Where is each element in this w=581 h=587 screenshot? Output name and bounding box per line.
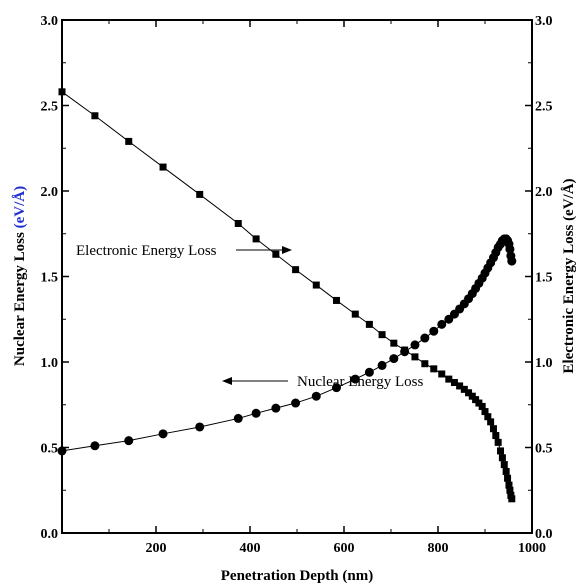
data-point-square <box>484 413 492 421</box>
data-point-circle <box>389 354 399 364</box>
annotation-electronic-arrowhead <box>282 246 292 254</box>
data-point-square <box>234 219 242 227</box>
data-point-square <box>489 425 497 433</box>
data-point-circle <box>505 244 515 254</box>
data-point-circle <box>124 436 134 446</box>
data-point-circle <box>158 429 168 439</box>
data-point-square <box>494 438 502 446</box>
x-tick-label: 200 <box>146 541 167 556</box>
data-point-circle <box>251 408 261 418</box>
data-point-circle <box>507 256 517 266</box>
annotation-nuclear-label: Nuclear Energy Loss <box>297 374 424 390</box>
data-point-square <box>332 296 340 304</box>
y-right-tick-label: 0.0 <box>535 527 553 542</box>
annotation-electronic: Electronic Energy Loss <box>76 243 292 259</box>
data-point-square <box>498 454 506 462</box>
data-point-circle <box>437 319 447 329</box>
y-left-tick-label: 2.0 <box>41 185 59 200</box>
y-left-tick-label: 1.5 <box>41 271 59 286</box>
data-point-circle <box>377 360 387 370</box>
data-point-circle <box>57 446 67 456</box>
data-point-circle <box>271 403 281 413</box>
data-point-square <box>312 281 320 289</box>
data-point-circle <box>350 374 360 384</box>
y-left-tick-label: 3.0 <box>41 14 59 29</box>
annotation-nuclear-arrowhead <box>222 377 232 385</box>
y-left-tick-label: 0.0 <box>41 527 59 542</box>
x-axis-title: Penetration Depth (nm) <box>221 568 373 584</box>
y-left-tick-label: 2.5 <box>41 100 59 115</box>
y-axis-right-title: Electronic Energy Loss (eV/Å) <box>561 178 577 373</box>
data-point-circle <box>311 391 321 401</box>
y-right-tick-label: 2.5 <box>535 100 553 115</box>
data-point-circle <box>364 367 374 377</box>
data-point-square <box>487 418 495 426</box>
data-point-circle <box>331 383 341 393</box>
data-point-circle <box>410 340 420 350</box>
data-point-circle <box>291 398 301 408</box>
data-point-square <box>456 382 464 390</box>
data-point-square <box>450 379 458 387</box>
y-axis-left-title-main: Nuclear Energy Loss <box>12 228 28 366</box>
data-point-circle <box>400 347 410 357</box>
y-right-tick-label: 0.5 <box>535 442 553 457</box>
data-point-square <box>196 190 204 198</box>
data-point-square <box>497 447 505 455</box>
data-point-square <box>492 432 500 440</box>
x-tick-label: 800 <box>428 541 449 556</box>
annotation-electronic-label: Electronic Energy Loss <box>76 243 217 259</box>
data-point-square <box>508 495 516 503</box>
series-layer <box>57 88 517 503</box>
data-point-square <box>411 353 419 361</box>
data-point-square <box>125 137 133 145</box>
data-point-square <box>272 250 280 258</box>
data-point-square <box>252 235 260 243</box>
data-point-circle <box>233 413 243 423</box>
data-point-square <box>481 408 489 416</box>
data-point-square <box>159 163 167 171</box>
data-point-square <box>292 266 300 274</box>
data-point-square <box>421 360 429 368</box>
y-right-tick-label: 1.0 <box>535 356 553 371</box>
plot-frame <box>61 19 533 534</box>
data-point-square <box>378 331 386 339</box>
series-line <box>61 238 513 452</box>
data-point-square <box>500 461 508 469</box>
data-point-square <box>438 370 446 378</box>
y-left-tick-label: 1.0 <box>41 356 59 371</box>
data-point-circle <box>429 326 439 336</box>
annotation-nuclear: Nuclear Energy Loss <box>222 374 424 390</box>
y-axis-left-title-unit: (eV/Å) <box>12 186 28 228</box>
data-point-square <box>365 320 373 328</box>
data-point-square <box>351 310 359 318</box>
data-point-square <box>502 467 510 475</box>
y-left-tick-label: 0.5 <box>41 442 59 457</box>
data-point-square <box>430 365 438 373</box>
data-point-square <box>91 112 99 120</box>
data-point-square <box>390 339 398 347</box>
y-right-tick-label: 2.0 <box>535 185 553 200</box>
data-point-circle <box>90 441 100 451</box>
data-point-square <box>478 402 486 410</box>
data-point-square <box>504 474 512 482</box>
y-right-tick-label: 3.0 <box>535 14 553 29</box>
data-point-square <box>58 88 66 96</box>
data-point-square <box>445 375 453 383</box>
data-point-circle <box>195 422 205 432</box>
data-point-square <box>465 389 473 397</box>
data-point-square <box>460 385 468 393</box>
data-point-square <box>506 486 514 494</box>
data-point-circle <box>420 333 430 343</box>
x-tick-label: 1000 <box>518 541 546 556</box>
y-right-tick-label: 1.5 <box>535 271 553 286</box>
x-tick-label: 600 <box>334 541 355 556</box>
data-point-square <box>505 481 513 489</box>
series-electronic <box>58 88 516 503</box>
y-axis-left-title: Nuclear Energy Loss (eV/Å) <box>12 186 28 366</box>
x-tick-label: 400 <box>240 541 261 556</box>
series-nuclear <box>57 234 517 456</box>
